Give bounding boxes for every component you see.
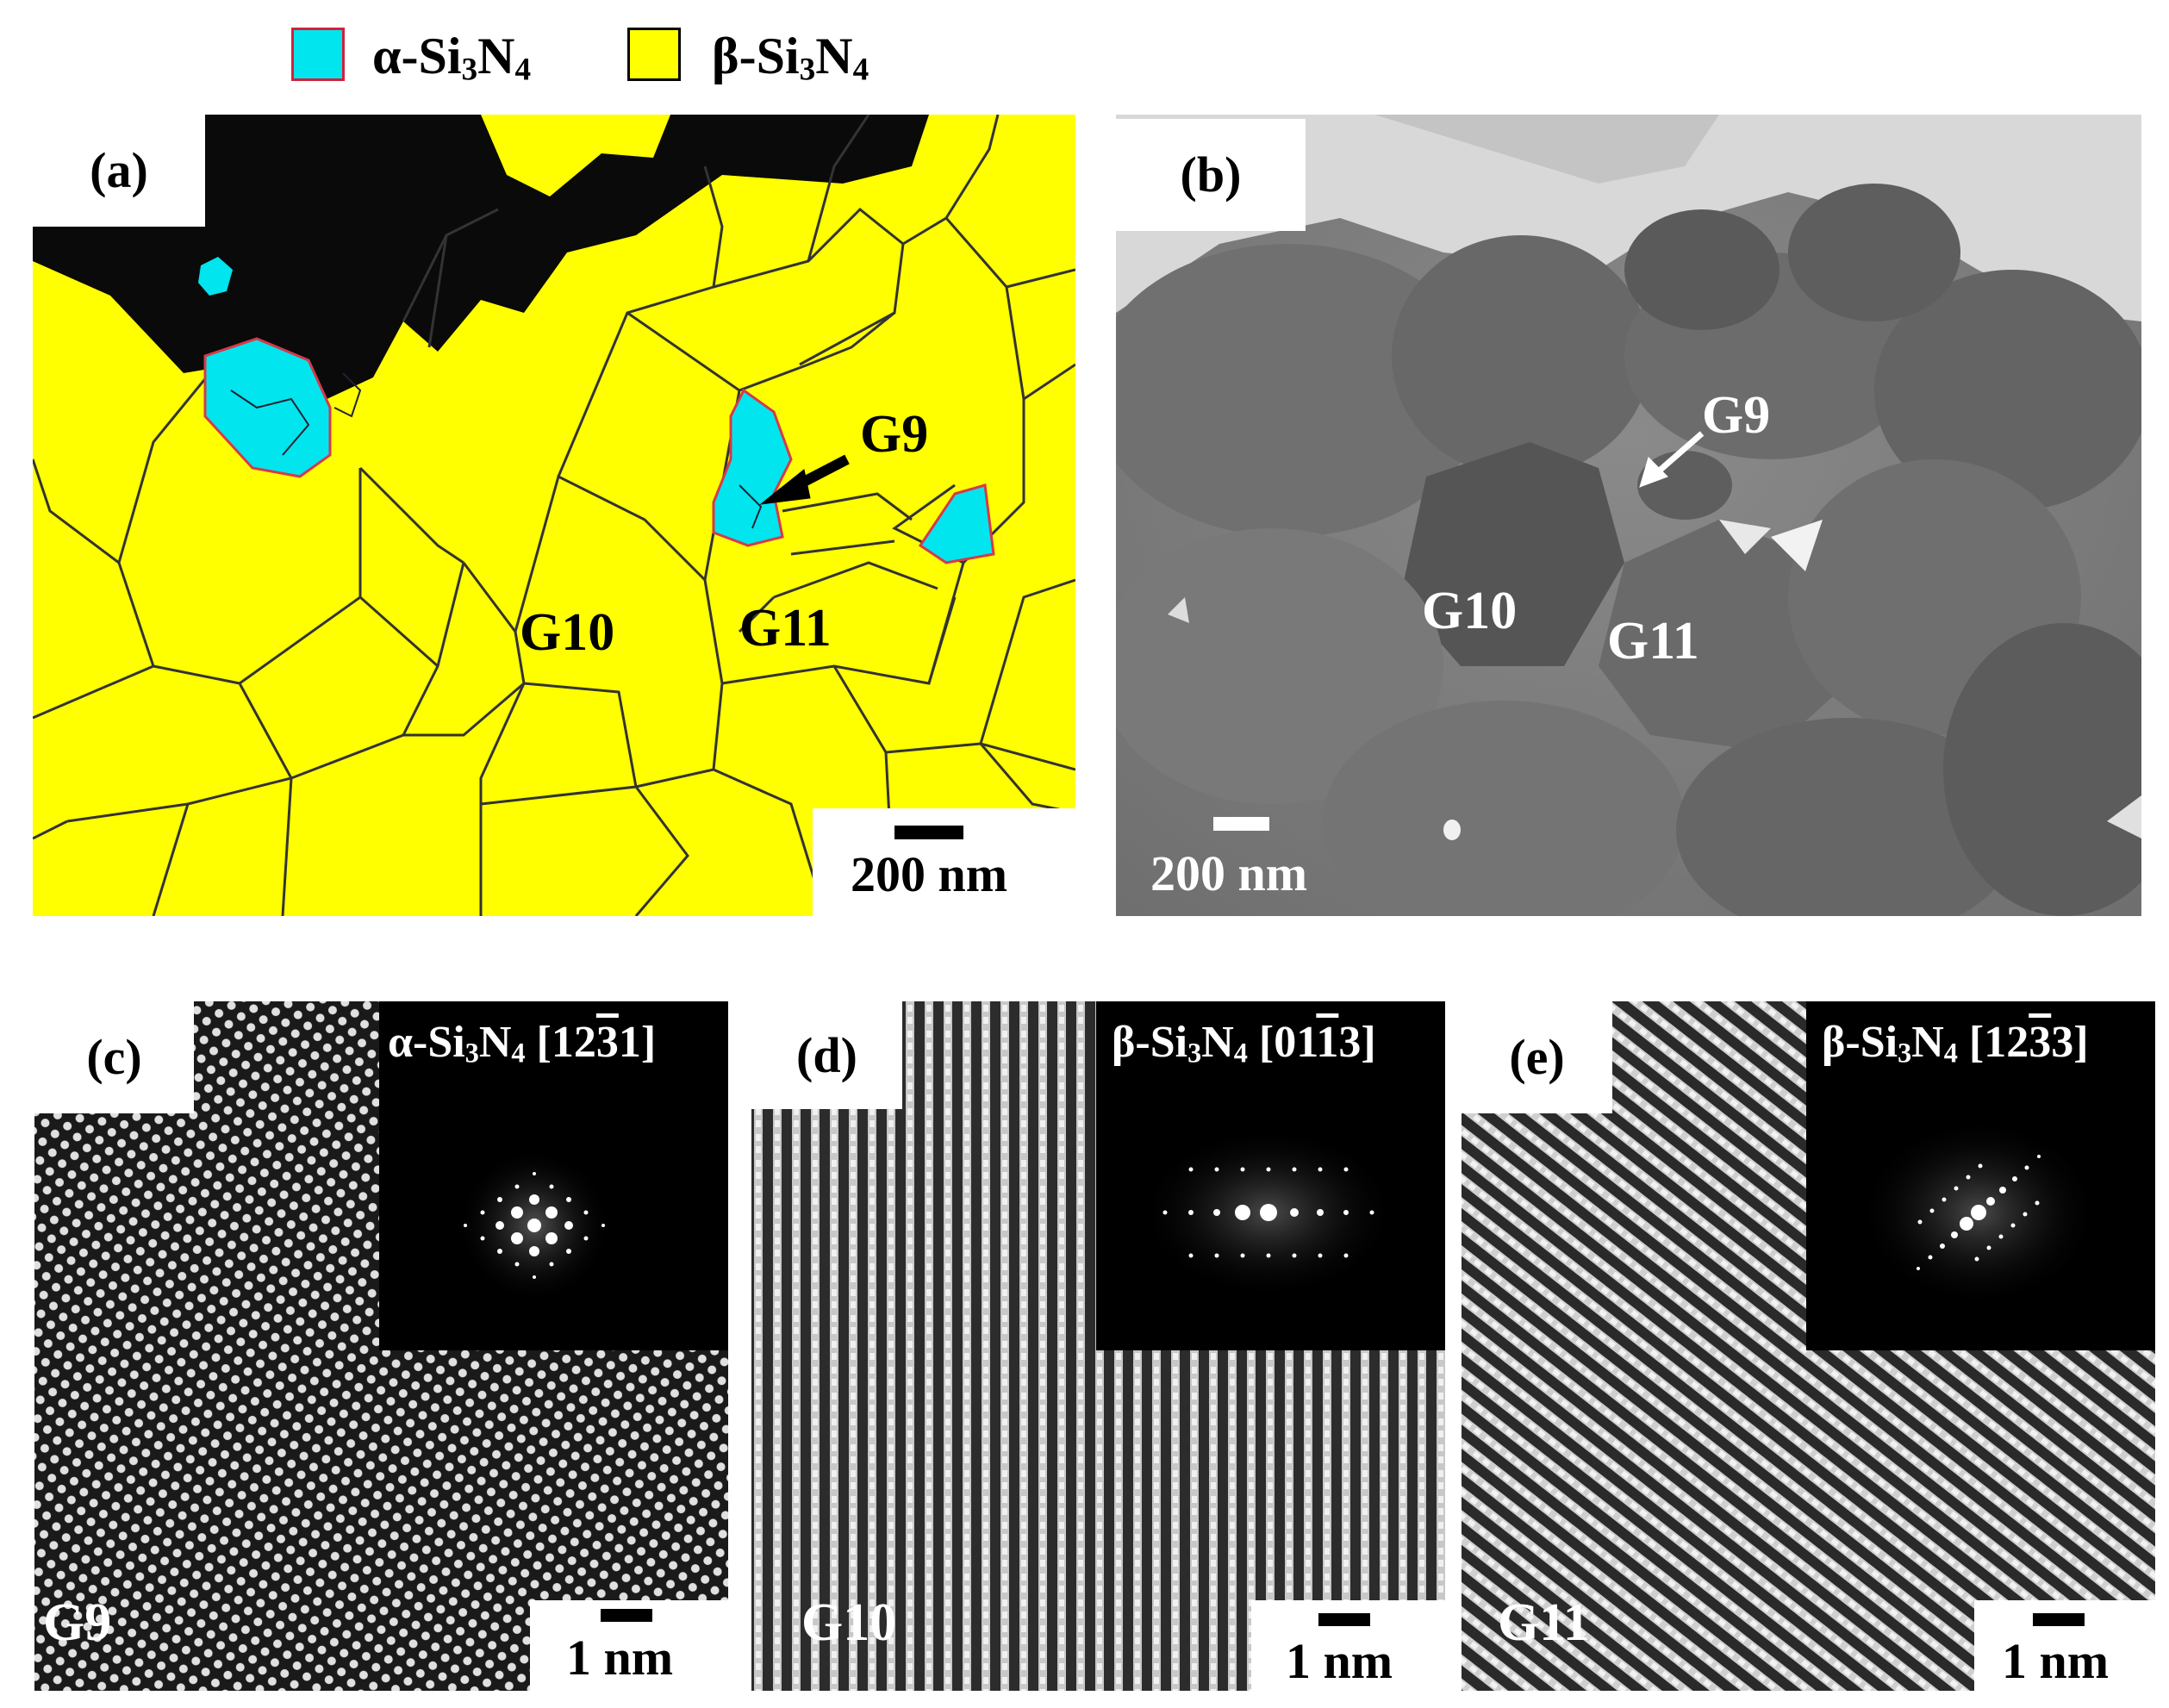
panel-d-hrtem-image: (d) β-Si3N4 [0113] G10 1 nm — [751, 1001, 1445, 1691]
panel-d-inset-title: β-Si3N4 [0113] — [1112, 1018, 1376, 1069]
panel-a-scale-bar — [894, 826, 963, 839]
beta-swatch — [627, 28, 681, 81]
panel-c-tag: (c) — [34, 1001, 194, 1113]
panel-c-diffraction-inset: α-Si3N4 [1231] — [379, 1001, 728, 1350]
panel-a-tag: (a) — [33, 115, 205, 227]
panel-d-scale-label: 1 nm — [1286, 1633, 1393, 1689]
panel-e-scale-label: 1 nm — [2002, 1633, 2110, 1689]
panel-e-scale-bar — [2033, 1613, 2085, 1626]
panel-a-g9-label: G9 — [860, 405, 929, 464]
panel-b-g11-label: G11 — [1607, 612, 1699, 670]
panel-a-g11-label: G11 — [739, 599, 832, 658]
panel-d-diffraction-inset: β-Si3N4 [0113] — [1096, 1001, 1445, 1350]
panel-b-scale-bar — [1213, 817, 1269, 831]
panel-e-scale-box: 1 nm — [1974, 1600, 2155, 1691]
panel-c-hrtem-image: (c) — [34, 1001, 728, 1691]
panel-a-scale-label: 200 nm — [851, 846, 1008, 902]
panel-c-scale-bar — [601, 1609, 652, 1622]
panel-c-grain-label: G9 — [43, 1593, 112, 1652]
panel-d-scale-box: 1 nm — [1251, 1600, 1445, 1691]
panel-d-tag: (d) — [751, 1001, 902, 1109]
alpha-swatch — [291, 28, 345, 81]
panel-e-diffraction-inset: β-Si3N4 [1233] — [1806, 1001, 2155, 1350]
panel-c-scale-label: 1 nm — [566, 1630, 674, 1686]
beta-legend-label: β-Si3N4 — [712, 28, 869, 88]
panel-a-phase-map: (a) G9 G10 G11 200 nm — [33, 115, 1075, 916]
panel-b-g10-label: G10 — [1422, 582, 1518, 640]
panel-b-scale-label: 200 nm — [1150, 845, 1308, 901]
panel-b-tag: (b) — [1116, 119, 1306, 231]
panel-d-grain-label: G10 — [801, 1593, 897, 1652]
alpha-legend-label: α-Si3N4 — [372, 28, 532, 88]
panel-e-grain-label: G11 — [1498, 1593, 1590, 1652]
panel-c-inset-title: α-Si3N4 [1231] — [388, 1018, 657, 1069]
panel-a-g10-label: G10 — [520, 603, 615, 662]
panel-a-scale-box: 200 nm — [813, 808, 1075, 916]
panel-c-scale-box: 1 nm — [530, 1600, 728, 1691]
panel-e-inset-title: β-Si3N4 [1233] — [1822, 1018, 2089, 1069]
panel-d-scale-bar — [1318, 1613, 1370, 1626]
panel-b-g9-label: G9 — [1702, 386, 1771, 445]
panel-b-tem-image: (b) G9 G10 G11 200 nm — [1116, 115, 2141, 916]
panel-e-tag: (e) — [1462, 1001, 1612, 1113]
panel-e-hrtem-image: (e) β-Si3N4 [1233] G11 — [1462, 1001, 2155, 1691]
